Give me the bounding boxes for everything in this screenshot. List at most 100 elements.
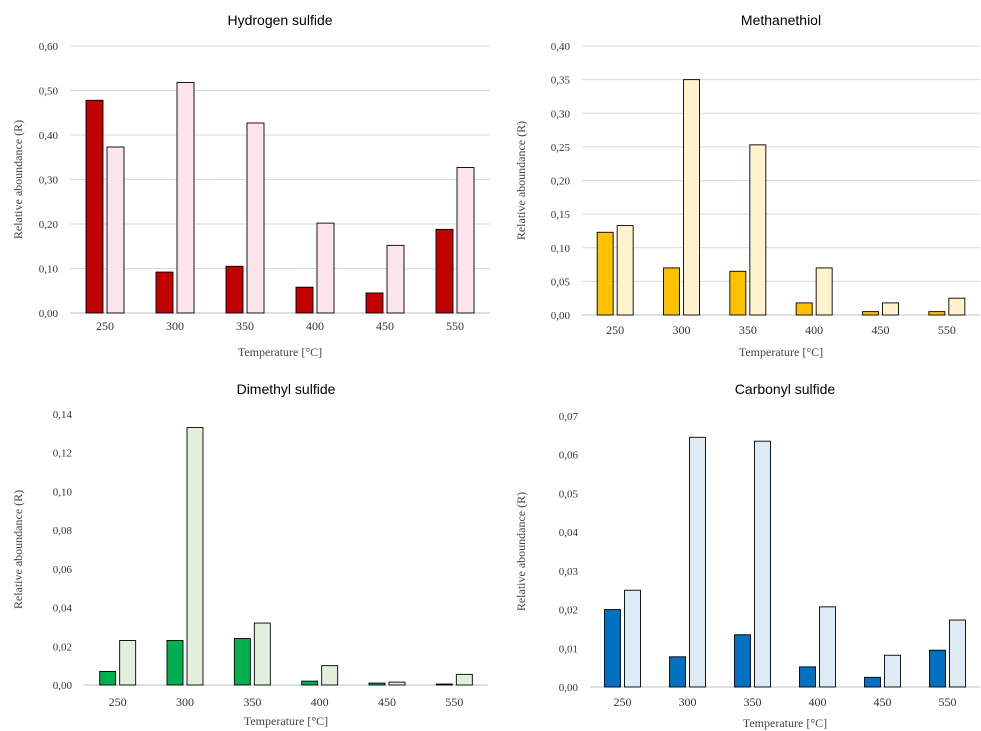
x-tick-label: 250 [606, 323, 624, 337]
y-tick-label: 0,07 [559, 411, 579, 423]
chart-title: Methanethiol [741, 12, 821, 28]
bar-550-series-2 [456, 167, 475, 314]
y-tick-label: 0,30 [39, 175, 59, 187]
x-tick-label: 400 [311, 695, 329, 709]
bar-450-series-2 [884, 654, 901, 688]
bar-400-series-2 [321, 665, 339, 686]
bar-300-series-2 [186, 427, 204, 686]
x-tick-label: 550 [938, 323, 956, 337]
y-tick-label: 0,04 [53, 603, 73, 615]
x-tick-label: 350 [739, 323, 757, 337]
bar-400-series-2 [316, 222, 335, 314]
y-tick-label: 0,12 [53, 448, 72, 460]
bar-250-series-2 [616, 225, 634, 316]
bar-350-series-2 [246, 122, 265, 314]
bar-400-series-1 [799, 666, 816, 688]
y-axis-label: Relative aboundance (R) [11, 120, 25, 239]
bar-450-series-1 [864, 676, 881, 688]
x-tick-label: 350 [243, 695, 261, 709]
bar-550-series-1 [435, 228, 454, 314]
y-tick-label: 0,25 [551, 142, 571, 154]
bar-450-series-2 [386, 244, 405, 314]
bar-350-series-2 [253, 622, 271, 686]
bar-250-series-1 [596, 231, 614, 316]
y-tick-label: 0,35 [551, 75, 571, 87]
x-tick-label: 400 [306, 319, 324, 333]
y-tick-label: 0,00 [559, 682, 579, 694]
bar-350-series-1 [729, 270, 747, 316]
bar-550-series-1 [929, 649, 946, 688]
y-tick-label: 0,02 [559, 605, 578, 617]
y-tick-label: 0,06 [559, 450, 579, 462]
bar-550-series-2 [455, 673, 473, 686]
bar-450-series-1 [862, 311, 879, 316]
bar-350-series-1 [734, 634, 751, 688]
x-tick-label: 550 [445, 695, 463, 709]
x-tick-label: 550 [939, 695, 957, 709]
y-tick-label: 0,00 [39, 308, 59, 320]
y-tick-label: 0,20 [39, 219, 59, 231]
x-tick-label: 350 [744, 695, 762, 709]
bar-550-series-1 [435, 683, 453, 686]
y-tick-label: 0,06 [53, 564, 73, 576]
x-axis-label: Temperature [°C] [238, 345, 322, 359]
bar-300-series-2 [683, 79, 700, 316]
bar-550-series-2 [949, 619, 966, 688]
bar-400-series-1 [295, 286, 314, 314]
bar-250-series-1 [99, 671, 117, 686]
y-axis-label: Relative aboundance (R) [514, 121, 528, 240]
x-tick-label: 300 [673, 323, 691, 337]
x-tick-label: 450 [874, 695, 892, 709]
x-tick-label: 450 [872, 323, 890, 337]
y-axis-label: Relative aboundance (R) [514, 492, 528, 611]
y-tick-label: 0,40 [39, 130, 59, 142]
bar-400-series-2 [819, 606, 836, 688]
x-tick-label: 250 [96, 319, 114, 333]
x-tick-label: 300 [679, 695, 697, 709]
y-tick-label: 0,30 [551, 108, 571, 120]
bar-450-series-2 [882, 302, 899, 316]
x-tick-label: 400 [805, 323, 823, 337]
x-tick-label: 250 [109, 695, 127, 709]
chart-title: Hydrogen sulfide [227, 12, 332, 28]
x-tick-label: 450 [376, 319, 394, 333]
bar-400-series-1 [301, 680, 319, 686]
x-tick-label: 350 [236, 319, 254, 333]
bar-250-series-2 [106, 146, 125, 314]
y-tick-label: 0,08 [53, 525, 73, 537]
y-tick-label: 0,10 [53, 486, 73, 498]
bar-400-series-1 [795, 302, 813, 316]
chart-title: Carbonyl sulfide [735, 381, 836, 397]
bar-300-series-1 [166, 640, 184, 686]
bar-300-series-2 [689, 436, 706, 688]
y-tick-label: 0,01 [559, 643, 578, 655]
bar-250-series-1 [604, 609, 621, 688]
x-axis-label: Temperature [°C] [739, 345, 823, 359]
bar-550-series-2 [948, 297, 966, 316]
y-tick-label: 0,04 [559, 527, 579, 539]
bar-400-series-2 [815, 267, 833, 316]
y-tick-label: 0,03 [559, 566, 579, 578]
y-tick-label: 0,15 [551, 209, 571, 221]
bar-300-series-1 [155, 271, 174, 314]
x-tick-label: 300 [176, 695, 194, 709]
y-tick-label: 0,20 [551, 176, 571, 188]
x-tick-label: 450 [378, 695, 396, 709]
bar-350-series-2 [754, 440, 771, 688]
bar-250-series-2 [119, 640, 137, 686]
y-tick-label: 0,60 [39, 41, 59, 53]
x-tick-label: 300 [166, 319, 184, 333]
x-tick-label: 400 [809, 695, 827, 709]
chart-title: Dimethyl sulfide [237, 381, 336, 397]
bar-550-series-1 [928, 311, 946, 316]
bar-350-series-2 [749, 144, 767, 316]
y-tick-label: 0,50 [39, 86, 59, 98]
bar-450-series-2 [388, 681, 406, 686]
y-tick-label: 0,00 [551, 310, 571, 322]
y-tick-label: 0,10 [551, 243, 571, 255]
bar-250-series-1 [85, 99, 104, 314]
y-tick-label: 0,40 [551, 41, 571, 53]
bar-450-series-1 [365, 292, 384, 314]
y-tick-label: 0,02 [53, 641, 72, 653]
